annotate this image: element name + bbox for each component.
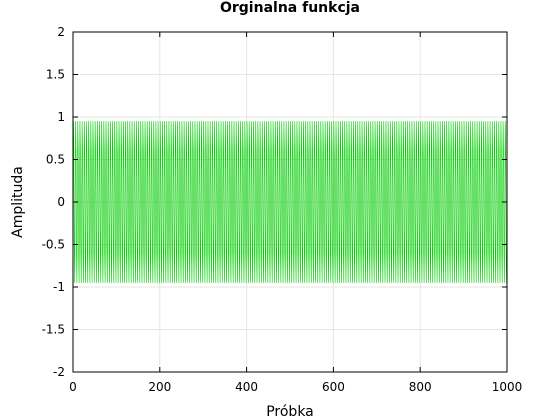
x-tick-label: 1000 <box>492 380 523 394</box>
y-tick-label: 0.5 <box>46 153 65 167</box>
y-tick-label: 2 <box>57 25 65 39</box>
y-tick-label: -1 <box>53 280 65 294</box>
y-tick-label: 0 <box>57 195 65 209</box>
plot-area <box>72 121 508 283</box>
y-tick-label: -2 <box>53 365 65 379</box>
y-tick-label: 1.5 <box>46 68 65 82</box>
x-tick-label: 0 <box>69 380 77 394</box>
x-axis: 0 200 400 600 800 1000 <box>69 32 522 394</box>
x-tick-label: 400 <box>235 380 258 394</box>
y-tick-label: -1.5 <box>42 323 65 337</box>
x-axis-label: Próbka <box>266 404 314 420</box>
x-tick-label: 600 <box>322 380 345 394</box>
y-tick-label: 1 <box>57 110 65 124</box>
series-line-0 <box>72 121 508 283</box>
y-axis-label: Amplituda <box>10 166 26 238</box>
y-axis: 2 1.5 1 0.5 0 -0.5 -1 -1.5 -2 <box>42 25 507 379</box>
x-tick-label: 200 <box>148 380 171 394</box>
y-tick-label: -0.5 <box>42 238 65 252</box>
x-tick-label: 800 <box>409 380 432 394</box>
chart-title: Orginalna funkcja <box>220 0 360 16</box>
